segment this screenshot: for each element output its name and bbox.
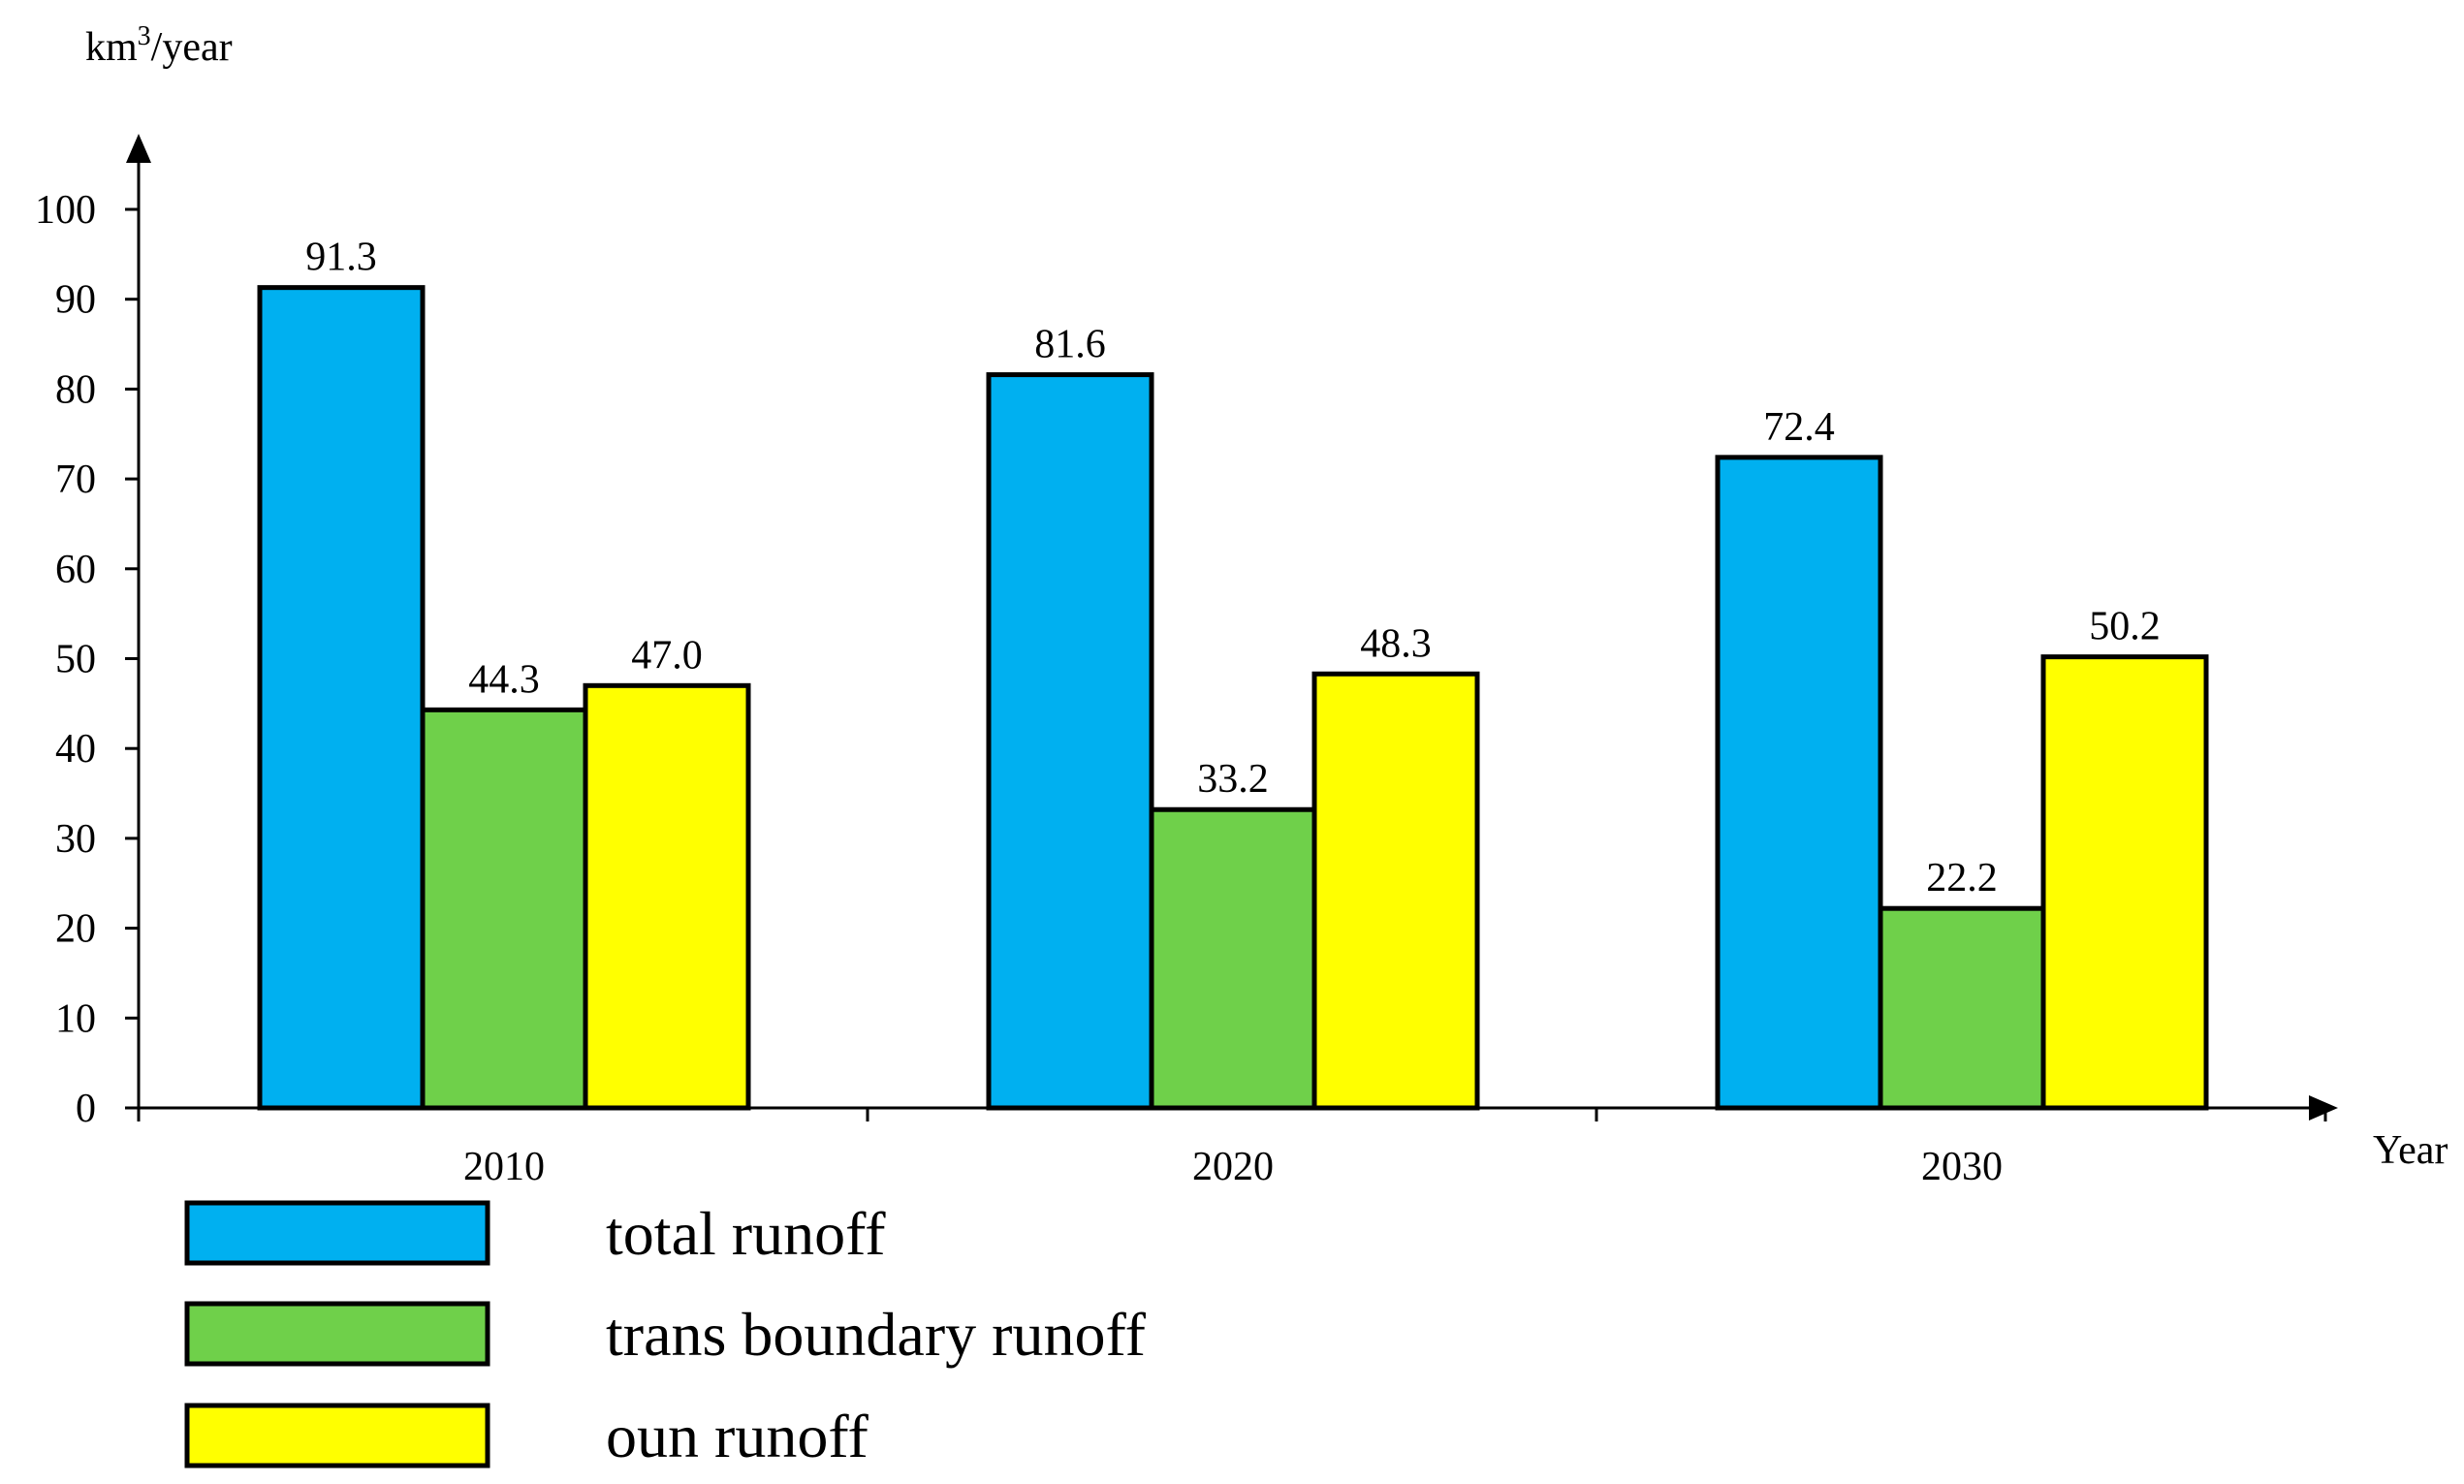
x-axis-arrow bbox=[2309, 1095, 2338, 1121]
bar-trans-boundary-runoff-2010 bbox=[420, 707, 588, 1111]
y-tick-label: 20 bbox=[55, 907, 96, 952]
legend-label: oun runoff bbox=[606, 1402, 869, 1470]
y-axis-title: km3/year bbox=[85, 21, 233, 70]
x-axis-title: Year bbox=[2373, 1128, 2448, 1173]
data-label: 72.4 bbox=[1763, 405, 1835, 450]
bar-trans-boundary-runoff-2030 bbox=[1878, 905, 2046, 1111]
bar-labels: 91.3 44.3 47.0 81.6 33.2 48.3 72.4 22.2 50.2 bbox=[305, 236, 2161, 901]
data-label: 48.3 bbox=[1360, 621, 1432, 666]
y-ticks: 0 10 20 30 40 50 60 70 80 90 100 bbox=[35, 188, 139, 1131]
data-label: 44.3 bbox=[468, 657, 540, 702]
legend: total runoff trans boundary runoff oun run… bbox=[184, 1199, 1147, 1470]
bar-total-runoff-2010 bbox=[257, 285, 426, 1111]
data-label: 81.6 bbox=[1034, 323, 1106, 367]
legend-swatch bbox=[184, 1403, 490, 1468]
x-tick-label: 2020 bbox=[1192, 1145, 1274, 1189]
data-label: 47.0 bbox=[631, 633, 703, 678]
bar-oun-runoff-2010 bbox=[583, 682, 751, 1111]
y-tick-label: 60 bbox=[55, 548, 96, 592]
bar-total-runoff-2020 bbox=[986, 372, 1154, 1111]
bar-oun-runoff-2020 bbox=[1311, 671, 1480, 1111]
legend-swatch bbox=[184, 1200, 490, 1266]
y-tick-label: 70 bbox=[55, 458, 96, 502]
data-label: 50.2 bbox=[2089, 605, 2161, 649]
y-axis-title-rest: /year bbox=[151, 25, 233, 70]
legend-label: trans boundary runoff bbox=[606, 1300, 1147, 1369]
y-tick-label: 100 bbox=[35, 188, 96, 233]
legend-swatch bbox=[184, 1301, 490, 1367]
data-label: 33.2 bbox=[1197, 757, 1269, 802]
y-tick-label: 90 bbox=[55, 278, 96, 323]
x-tick-label: 2010 bbox=[463, 1145, 545, 1189]
bar-total-runoff-2030 bbox=[1715, 455, 1883, 1111]
bar-trans-boundary-runoff-2020 bbox=[1149, 806, 1317, 1111]
y-axis-title-main: km bbox=[85, 25, 138, 70]
y-tick-label: 80 bbox=[55, 367, 96, 412]
bar-oun-runoff-2030 bbox=[2040, 654, 2209, 1111]
y-tick-label: 30 bbox=[55, 817, 96, 862]
bars bbox=[257, 285, 2209, 1111]
x-ticks: 2010 2020 2030 bbox=[137, 1108, 2327, 1189]
legend-label: total runoff bbox=[606, 1199, 886, 1268]
y-tick-label: 0 bbox=[76, 1087, 96, 1131]
data-label: 91.3 bbox=[305, 236, 377, 280]
y-axis-arrow bbox=[126, 134, 151, 163]
x-tick-label: 2030 bbox=[1921, 1145, 2003, 1189]
y-axis-title-superscript: 3 bbox=[138, 21, 151, 51]
y-tick-label: 40 bbox=[55, 727, 96, 772]
y-tick-label: 50 bbox=[55, 638, 96, 682]
data-label: 22.2 bbox=[1926, 856, 1998, 900]
y-tick-label: 10 bbox=[55, 996, 96, 1041]
